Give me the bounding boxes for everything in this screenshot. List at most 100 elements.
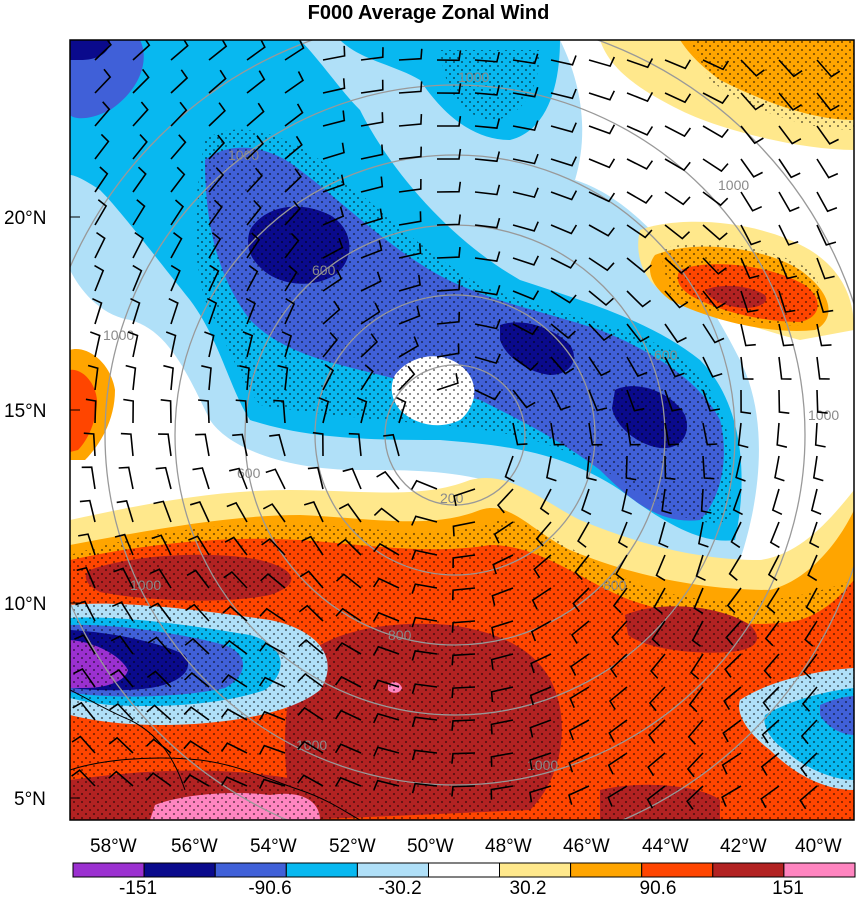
wind-barb [284, 168, 302, 193]
wind-barb [531, 587, 552, 610]
wind-barb [192, 467, 210, 490]
wind-barb [73, 667, 96, 688]
plot-frame [69, 39, 855, 821]
wind-barb [398, 306, 421, 325]
wind-barb [277, 364, 289, 391]
wind-barb [740, 290, 758, 313]
wind-barb [722, 719, 742, 743]
wind-barb [246, 232, 261, 259]
wind-barb [208, 134, 226, 160]
wind-barb [372, 679, 400, 690]
wind-barb [130, 297, 141, 325]
ring-label-1000b: 1000 [718, 177, 749, 193]
map-field: 200 600 600 600 1000 1000 1000 1000 1000… [70, 40, 854, 820]
wind-barb [208, 232, 222, 259]
wind-barb [702, 257, 727, 275]
x-tick-label: 58°W [90, 836, 137, 857]
wind-barb [626, 356, 648, 378]
wind-barb [185, 603, 210, 622]
wind-barb [474, 151, 501, 163]
wind-barb [398, 146, 422, 160]
wind-barb [550, 55, 577, 66]
wind-barb [259, 607, 286, 622]
wind-barb [664, 191, 691, 206]
wind-barb [621, 488, 632, 515]
wind-barb [588, 290, 614, 307]
wind-barb [85, 398, 97, 424]
stipple-negative-top [440, 50, 540, 120]
wind-barb [195, 433, 210, 457]
wind-barb [816, 323, 832, 347]
wind-barb [451, 752, 476, 764]
wind-barb [816, 92, 840, 112]
wind-barb [208, 167, 225, 193]
colorbar-swatch [712, 862, 785, 878]
wind-barb [762, 686, 780, 712]
ring-label-600c: 600 [654, 347, 678, 363]
wind-barb [372, 611, 400, 622]
wind-barb [109, 669, 134, 688]
wind-barb [574, 554, 590, 581]
wind-barb [702, 290, 726, 310]
wind-barb [204, 331, 215, 358]
wind-barb [322, 78, 346, 94]
wind-barb [474, 251, 501, 262]
wind-barb [322, 174, 345, 193]
wind-barb [437, 115, 462, 127]
wind-barb [804, 620, 818, 647]
wind-barb [297, 740, 324, 754]
wind-barb [664, 224, 691, 240]
wind-barb [125, 364, 137, 391]
wind-barb [451, 587, 476, 601]
wind-barb [723, 686, 742, 711]
wind-barb [529, 785, 552, 803]
wind-barb [71, 769, 96, 787]
wind-barb [322, 110, 346, 127]
wind-barb [774, 455, 785, 482]
y-tick-label: 5°N [14, 789, 46, 810]
x-tick-label: 40°W [795, 836, 842, 857]
wind-barb [160, 399, 172, 424]
x-tick-label: 56°W [171, 836, 218, 857]
wind-barb [322, 45, 346, 61]
wind-barb [235, 399, 248, 424]
wind-barb [322, 300, 341, 325]
wind-barb [492, 554, 514, 575]
colorbar-label: -90.6 [248, 878, 291, 899]
wind-barb [607, 785, 628, 807]
wind-barb [693, 587, 704, 615]
wind-barb [398, 48, 423, 61]
wind-barb [512, 422, 528, 446]
wind-barb [588, 191, 616, 203]
wind-barb [221, 639, 248, 655]
wind-barb [360, 112, 384, 127]
wind-barb [71, 735, 96, 754]
wind-barb [529, 686, 552, 706]
wind-barb [612, 587, 628, 614]
wind-barb [778, 125, 802, 145]
wind-barb [284, 103, 304, 127]
wind-barb [648, 686, 666, 712]
wind-barb [740, 224, 761, 246]
colorbar-label: -30.2 [378, 878, 421, 899]
wind-barb [653, 587, 666, 614]
wind-barb [740, 356, 754, 380]
wind-barb [512, 153, 539, 165]
wind-barb [284, 135, 303, 160]
wind-barb [529, 719, 552, 738]
wind-barb [184, 672, 210, 688]
wind-barb [281, 331, 293, 358]
wind-barb [436, 83, 462, 95]
wind-barb [702, 59, 730, 71]
wind-barb [778, 158, 801, 179]
wind-barb [626, 224, 653, 239]
wind-barb [360, 364, 374, 391]
wind-barb [655, 554, 666, 582]
wind-barb [451, 785, 476, 797]
wind-barb [348, 432, 362, 457]
wind-barb [626, 58, 654, 69]
wind-barb [258, 676, 286, 688]
x-tick-label: 42°W [720, 836, 767, 857]
wind-barb [208, 102, 226, 127]
wind-barb [664, 455, 676, 480]
